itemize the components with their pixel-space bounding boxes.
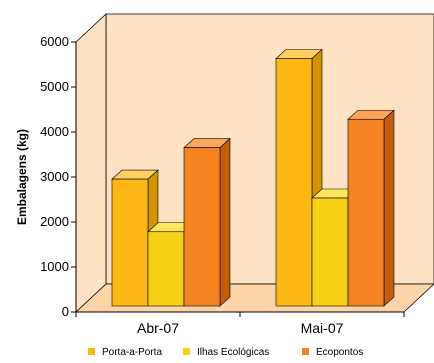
bar-front <box>311 197 349 307</box>
legend-swatch <box>302 348 309 355</box>
side-wall <box>75 13 107 313</box>
y-tick-label: 5000 <box>40 79 69 94</box>
x-tick-label: Abr-07 <box>137 320 179 336</box>
y-tick-label: 1000 <box>40 259 69 274</box>
bar-side <box>219 137 231 307</box>
legend-label: Ecopontos <box>316 347 363 358</box>
legend-label: Ilhas Ecológicas <box>197 347 269 358</box>
legend-swatch <box>88 348 95 355</box>
bar-ecopontos-mai-07 <box>347 109 395 307</box>
y-tick-label: 2000 <box>40 214 69 229</box>
y-tick-label: 3000 <box>40 169 69 184</box>
chart-bars <box>111 48 395 307</box>
chart-axes <box>71 41 405 317</box>
y-axis-title: Embalagens (kg) <box>15 129 29 225</box>
x-tick-label: Mai-07 <box>301 320 344 336</box>
y-tick-label: 6000 <box>40 34 69 49</box>
bar-front <box>111 178 149 307</box>
y-tick-label: 4000 <box>40 124 69 139</box>
bar-front <box>183 147 221 307</box>
y-tick-label: 0 <box>62 304 69 319</box>
bar-ecopontos-abr-07 <box>183 137 231 307</box>
bar-front <box>147 231 185 307</box>
chart-labels: 0 1000 2000 3000 4000 5000 6000 Embalagens (kg)… <box>15 34 344 336</box>
legend-label: Porta-a-Porta <box>102 347 162 358</box>
chart-legend: Porta-a-Porta Ilhas Ecológicas Ecopontos <box>88 347 363 358</box>
legend-swatch <box>183 348 190 355</box>
bar-front <box>347 118 385 307</box>
bar-side <box>383 109 395 307</box>
bar-front <box>275 58 313 307</box>
